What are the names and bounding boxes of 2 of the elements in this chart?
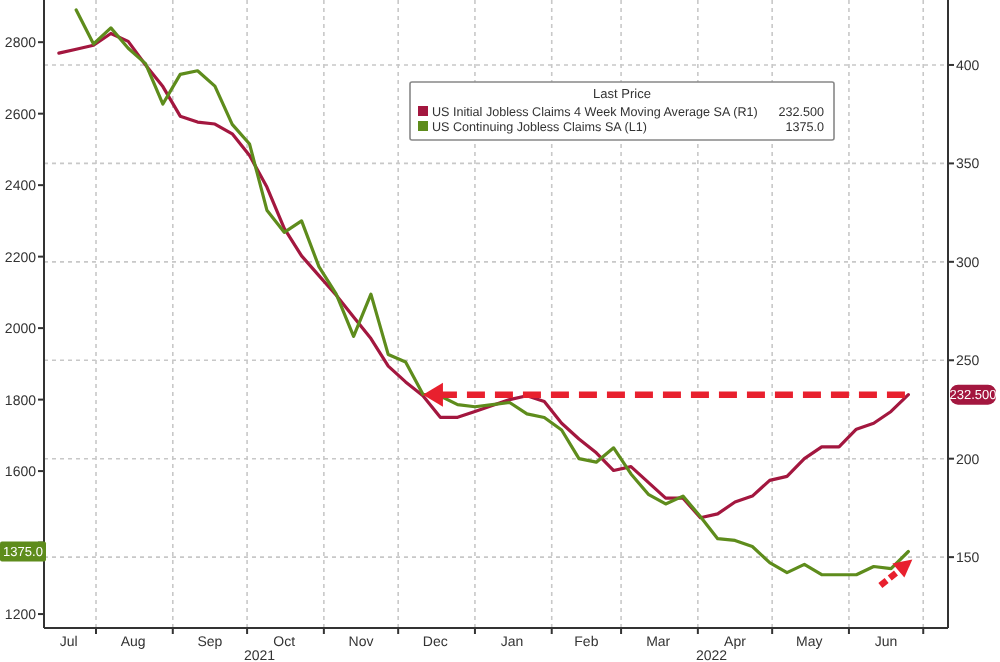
line-series	[57, 31, 910, 520]
line-series	[74, 8, 910, 577]
